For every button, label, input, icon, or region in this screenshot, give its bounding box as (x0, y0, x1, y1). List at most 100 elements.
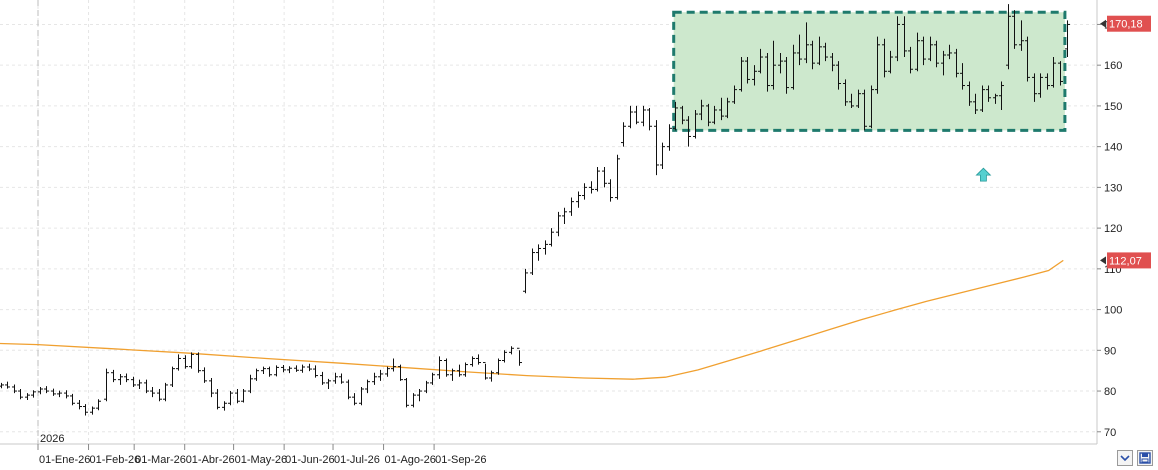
y-tick-label: 130 (1104, 182, 1122, 194)
ohlc-bar (470, 356, 475, 367)
ohlc-bar (915, 32, 920, 72)
ohlc-bar (404, 378, 409, 408)
y-tick-label: 100 (1104, 305, 1122, 317)
ohlc-bar (496, 358, 501, 375)
ohlc-bars-layer (0, 4, 1070, 416)
ohlc-bar (124, 373, 129, 383)
ohlc-bar (157, 389, 162, 402)
ohlc-bar (602, 167, 607, 188)
ohlc-bar (778, 52, 783, 74)
ohlc-bar (765, 52, 770, 92)
ohlc-bar (941, 50, 946, 76)
save-icon (1139, 452, 1151, 464)
ohlc-bar (797, 34, 802, 66)
ohlc-bar (621, 122, 626, 147)
ohlc-bar (352, 393, 357, 406)
ohlc-bar (1025, 36, 1030, 82)
ohlc-bar (320, 371, 325, 385)
ohlc-bar (934, 40, 939, 68)
ohlc-bar (372, 372, 377, 385)
ohlc-bar (307, 363, 312, 372)
moving-average-badge-pointer (1100, 256, 1106, 265)
ohlc-bar (444, 358, 449, 377)
ohlc-bar (752, 65, 757, 86)
ohlc-bar (543, 240, 548, 255)
ohlc-bar (150, 386, 155, 398)
ohlc-bar (12, 384, 17, 394)
ohlc-bar (647, 107, 652, 131)
ohlc-bar (1038, 73, 1043, 98)
ohlc-bar (993, 93, 998, 104)
x-tick-label: 01-Ago-26 (385, 454, 436, 466)
last-price-badge-text: 170,18 (1109, 19, 1143, 31)
ohlc-bar (928, 36, 933, 62)
x-tick-label: 01-May-26 (235, 454, 288, 466)
ohlc-bar (96, 399, 101, 411)
ohlc-bar (875, 36, 880, 94)
ohlc-bar (222, 401, 227, 411)
ohlc-bar (732, 85, 737, 104)
ohlc-bar (771, 40, 776, 90)
ohlc-bar (104, 368, 109, 402)
moving-average-layer (0, 259, 1064, 380)
ohlc-bar (641, 105, 646, 127)
ohlc-bar (947, 44, 952, 60)
ohlc-bar (5, 381, 10, 389)
up-arrow-icon (975, 167, 992, 182)
ohlc-bar (215, 389, 220, 410)
ohlc-bar (895, 16, 900, 62)
ohlc-bar (430, 372, 435, 385)
ohlc-bar (261, 366, 266, 374)
ohlc-bar (509, 346, 514, 355)
save-chart-button[interactable] (1137, 450, 1153, 466)
ohlc-bar (562, 207, 567, 225)
last-price-badge-pointer (1100, 19, 1106, 28)
ohlc-bar (463, 362, 468, 377)
ohlc-bar (267, 366, 272, 377)
ohlc-bar (196, 352, 201, 373)
ohlc-bar (437, 356, 442, 379)
ohlc-bar (973, 93, 978, 115)
ohlc-bar (784, 57, 789, 94)
ohlc-bar (235, 389, 240, 404)
ohlc-bar (170, 366, 175, 387)
moving-average-line (0, 259, 1064, 380)
ohlc-bar (281, 364, 286, 373)
x-tick-label: 01-Jun-26 (285, 454, 335, 466)
x-tick-label: 01-Mar-26 (135, 454, 186, 466)
ohlc-bar (615, 154, 620, 200)
last-price-badge-box (1107, 15, 1151, 32)
ohlc-bar (228, 391, 233, 406)
ohlc-bar (725, 97, 730, 119)
ohlc-bar (346, 379, 351, 400)
ohlc-bar (523, 268, 528, 294)
y-tick-label: 140 (1104, 142, 1122, 154)
ohlc-bar (1058, 61, 1063, 86)
ohlc-bar (712, 105, 717, 125)
ohlc-bar (1045, 73, 1050, 90)
ohlc-bar (163, 382, 168, 402)
moving-average-badge-box (1107, 252, 1151, 269)
ohlc-bar (274, 365, 279, 377)
ohlc-bar (654, 120, 659, 176)
ohlc-bar (476, 354, 481, 365)
ohlc-bar (699, 99, 704, 121)
ohlc-bar (830, 52, 835, 72)
ohlc-bar (83, 404, 88, 416)
ohlc-bar (804, 22, 809, 64)
ohlc-bar (999, 81, 1004, 110)
x-tick-label: 01-Jul-26 (334, 454, 380, 466)
ohlc-bar (189, 352, 194, 369)
ohlc-bar (595, 167, 600, 192)
ohlc-bar (589, 181, 594, 194)
ohlc-bar (673, 101, 678, 131)
ohlc-bar (502, 350, 507, 363)
chart-settings-button[interactable] (1117, 450, 1133, 466)
ohlc-bar (183, 355, 188, 369)
moving-average-badge: 112,07 (1100, 252, 1151, 269)
ohlc-bar (287, 366, 292, 374)
ohlc-bar (921, 36, 926, 66)
ohlc-bar (967, 81, 972, 106)
